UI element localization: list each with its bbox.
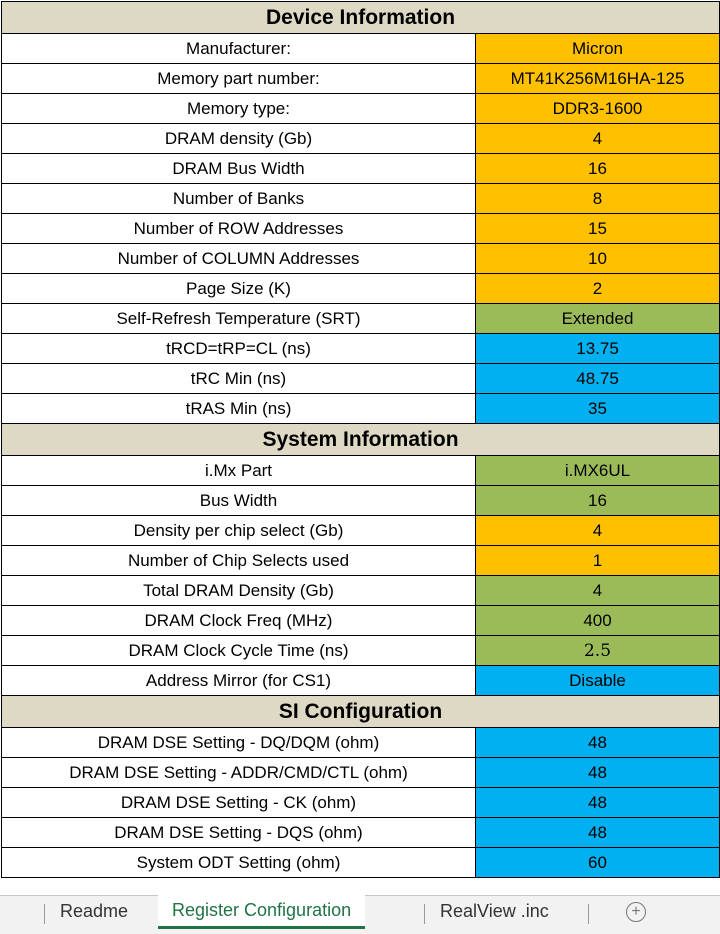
label-cell[interactable]: tRCD=tRP=CL (ns) bbox=[1, 333, 476, 364]
value-cell[interactable]: 60 bbox=[474, 847, 720, 878]
label-cell[interactable]: Number of COLUMN Addresses bbox=[1, 243, 476, 274]
value-cell[interactable]: Extended bbox=[474, 303, 720, 334]
value-cell[interactable]: 35 bbox=[474, 393, 720, 424]
table-row: Number of COLUMN Addresses 10 bbox=[1, 243, 720, 274]
label-cell[interactable]: tRC Min (ns) bbox=[1, 363, 476, 394]
value-cell[interactable]: MT41K256M16HA-125 bbox=[474, 63, 720, 94]
value-cell[interactable]: 48 bbox=[474, 757, 720, 788]
label-cell[interactable]: Address Mirror (for CS1) bbox=[1, 665, 476, 696]
table-row: System ODT Setting (ohm) 60 bbox=[1, 847, 720, 878]
table-row: Manufacturer: Micron bbox=[1, 33, 720, 64]
label-cell[interactable]: tRAS Min (ns) bbox=[1, 393, 476, 424]
value-cell[interactable]: 48.75 bbox=[474, 363, 720, 394]
value-cell[interactable]: 4 bbox=[474, 123, 720, 154]
tab-realview-inc[interactable]: RealView .inc bbox=[440, 901, 549, 921]
table-row: DRAM DSE Setting - DQ/DQM (ohm) 48 bbox=[1, 727, 720, 758]
table-row: DRAM Bus Width 16 bbox=[1, 153, 720, 184]
value-cell[interactable]: 1 bbox=[474, 545, 720, 576]
table-row: tRCD=tRP=CL (ns) 13.75 bbox=[1, 333, 720, 364]
label-cell[interactable]: Bus Width bbox=[1, 485, 476, 516]
label-cell[interactable]: DRAM DSE Setting - DQ/DQM (ohm) bbox=[1, 727, 476, 758]
table-row: tRAS Min (ns) 35 bbox=[1, 393, 720, 424]
value-cell[interactable]: 4 bbox=[474, 515, 720, 546]
table-row: Address Mirror (for CS1) Disable bbox=[1, 665, 720, 696]
table-row: DRAM DSE Setting - CK (ohm) 48 bbox=[1, 787, 720, 818]
value-cell[interactable]: 16 bbox=[474, 153, 720, 184]
table-row: Number of Chip Selects used 1 bbox=[1, 545, 720, 576]
table-row: DRAM DSE Setting - ADDR/CMD/CTL (ohm) 48 bbox=[1, 757, 720, 788]
tab-readme[interactable]: Readme bbox=[60, 901, 129, 921]
label-cell[interactable]: Page Size (K) bbox=[1, 273, 476, 304]
value-cell[interactable]: 48 bbox=[474, 787, 720, 818]
label-cell[interactable]: DRAM density (Gb) bbox=[1, 123, 476, 154]
tab-separator bbox=[44, 904, 45, 924]
tab-register-configuration[interactable]: Register Configuration bbox=[158, 895, 366, 929]
table-row: DRAM DSE Setting - DQS (ohm) 48 bbox=[1, 817, 720, 848]
value-cell[interactable]: 2 bbox=[474, 273, 720, 304]
value-cell[interactable]: i.MX6UL bbox=[474, 455, 720, 486]
value-cell[interactable]: 400 bbox=[474, 605, 720, 636]
table-row: Density per chip select (Gb) 4 bbox=[1, 515, 720, 546]
value-cell[interactable]: Disable bbox=[474, 665, 720, 696]
label-cell[interactable]: DRAM DSE Setting - ADDR/CMD/CTL (ohm) bbox=[1, 757, 476, 788]
table-row: i.Mx Part i.MX6UL bbox=[1, 455, 720, 486]
label-cell[interactable]: DRAM Bus Width bbox=[1, 153, 476, 184]
sheet-tab-bar: Readme Register Configuration RealView .… bbox=[0, 895, 720, 934]
label-cell[interactable]: DRAM Clock Freq (MHz) bbox=[1, 605, 476, 636]
table-row: Memory part number: MT41K256M16HA-125 bbox=[1, 63, 720, 94]
label-cell[interactable]: i.Mx Part bbox=[1, 455, 476, 486]
value-cell[interactable]: DDR3-1600 bbox=[474, 93, 720, 124]
table-row: Page Size (K) 2 bbox=[1, 273, 720, 304]
table-row: Total DRAM Density (Gb) 4 bbox=[1, 575, 720, 606]
table-row: Number of ROW Addresses 15 bbox=[1, 213, 720, 244]
label-cell[interactable]: Total DRAM Density (Gb) bbox=[1, 575, 476, 606]
label-cell[interactable]: DRAM Clock Cycle Time (ns) bbox=[1, 635, 476, 666]
table-row: Self-Refresh Temperature (SRT) Extended bbox=[1, 303, 720, 334]
value-cell[interactable]: 15 bbox=[474, 213, 720, 244]
value-cell[interactable]: 48 bbox=[474, 727, 720, 758]
label-cell[interactable]: Self-Refresh Temperature (SRT) bbox=[1, 303, 476, 334]
value-cell[interactable]: 2.5 bbox=[474, 635, 720, 666]
label-cell[interactable]: Density per chip select (Gb) bbox=[1, 515, 476, 546]
table-row: tRC Min (ns) 48.75 bbox=[1, 363, 720, 394]
label-cell[interactable]: Memory part number: bbox=[1, 63, 476, 94]
label-cell[interactable]: Number of ROW Addresses bbox=[1, 213, 476, 244]
spreadsheet-grid: Device Information Manufacturer: Micron M… bbox=[0, 1, 720, 878]
value-cell[interactable]: 4 bbox=[474, 575, 720, 606]
label-cell[interactable]: DRAM DSE Setting - CK (ohm) bbox=[1, 787, 476, 818]
table-row: Memory type: DDR3-1600 bbox=[1, 93, 720, 124]
add-sheet-icon[interactable]: + bbox=[626, 902, 646, 922]
table-row: DRAM Clock Freq (MHz) 400 bbox=[1, 605, 720, 636]
label-cell[interactable]: Number of Chip Selects used bbox=[1, 545, 476, 576]
table-row: DRAM Clock Cycle Time (ns) 2.5 bbox=[1, 635, 720, 666]
section-header-device-information[interactable]: Device Information bbox=[0, 1, 720, 34]
value-cell[interactable]: 48 bbox=[474, 817, 720, 848]
table-row: DRAM density (Gb) 4 bbox=[1, 123, 720, 154]
section-header-system-information[interactable]: System Information bbox=[0, 423, 720, 456]
value-cell[interactable]: 10 bbox=[474, 243, 720, 274]
label-cell[interactable]: System ODT Setting (ohm) bbox=[1, 847, 476, 878]
label-cell[interactable]: Number of Banks bbox=[1, 183, 476, 214]
value-cell[interactable]: Micron bbox=[474, 33, 720, 64]
value-cell[interactable]: 8 bbox=[474, 183, 720, 214]
table-row: Number of Banks 8 bbox=[1, 183, 720, 214]
label-cell[interactable]: DRAM DSE Setting - DQS (ohm) bbox=[1, 817, 476, 848]
label-cell[interactable]: Memory type: bbox=[1, 93, 476, 124]
table-row: Bus Width 16 bbox=[1, 485, 720, 516]
tab-separator bbox=[588, 904, 589, 924]
value-cell[interactable]: 13.75 bbox=[474, 333, 720, 364]
tab-separator bbox=[424, 904, 425, 924]
value-cell[interactable]: 16 bbox=[474, 485, 720, 516]
section-header-si-configuration[interactable]: SI Configuration bbox=[0, 695, 720, 728]
label-cell[interactable]: Manufacturer: bbox=[1, 33, 476, 64]
